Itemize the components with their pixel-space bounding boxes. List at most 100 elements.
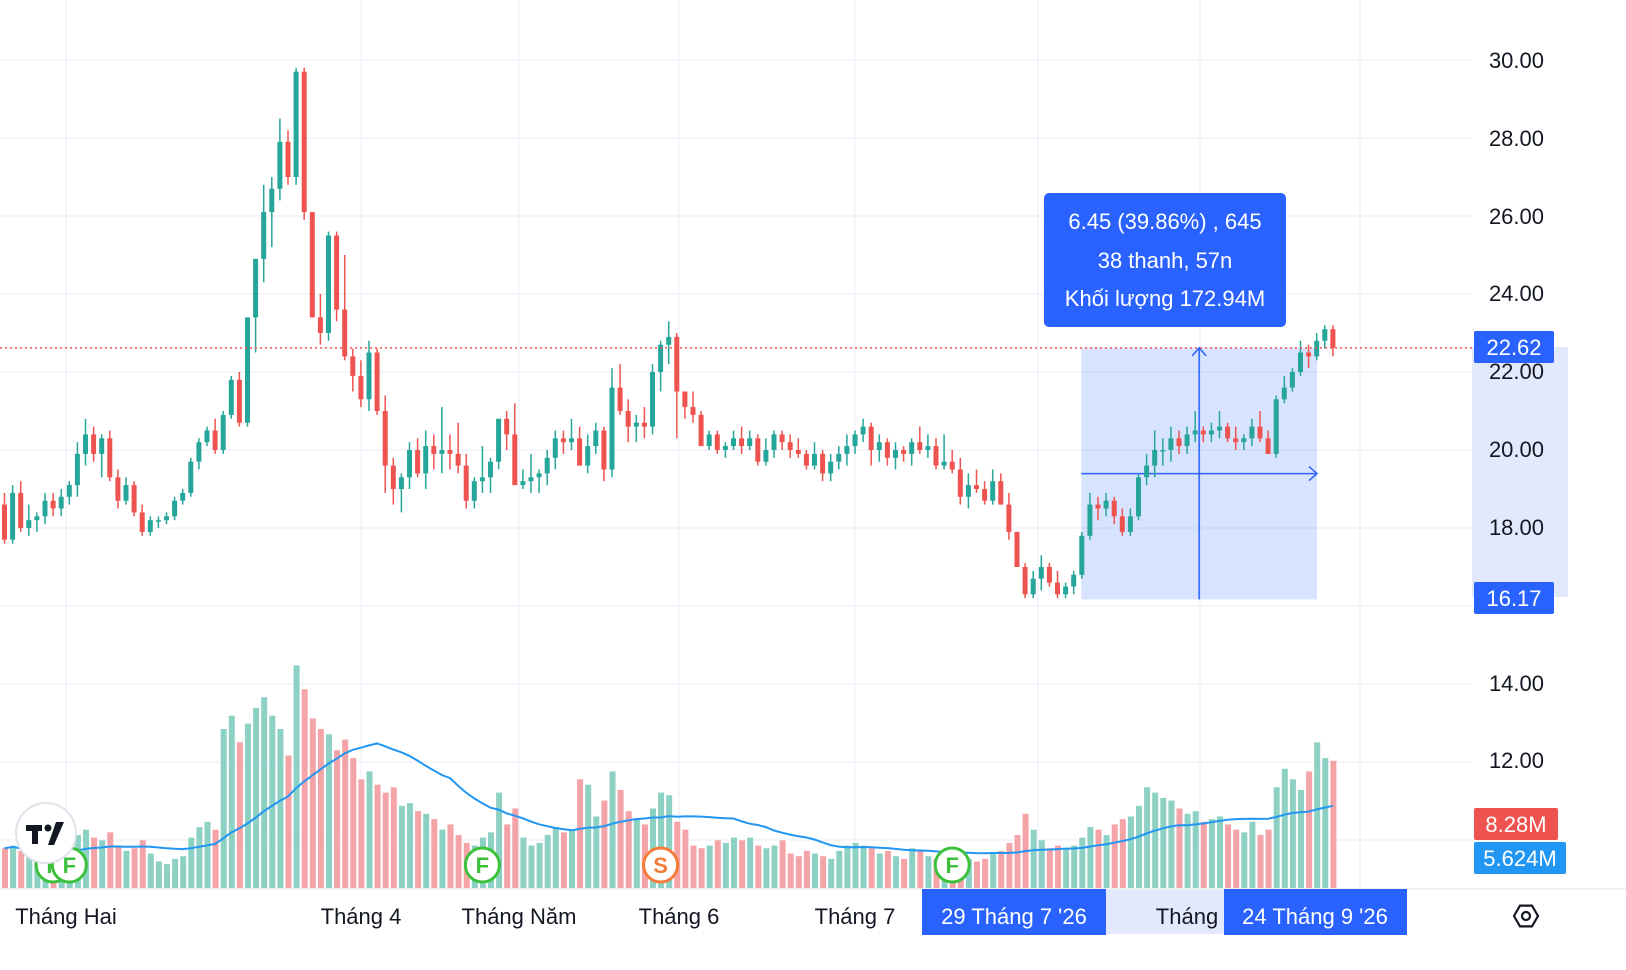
candle-body — [488, 461, 493, 478]
price-tick: 12.00 — [1489, 748, 1544, 773]
candle-body — [1330, 329, 1336, 348]
candle-body — [876, 442, 882, 450]
volume-bar — [1087, 827, 1094, 888]
volume-bar — [925, 856, 932, 888]
financials-event-marker[interactable]: F — [933, 846, 971, 884]
event-marker-circle — [463, 846, 501, 884]
candle-body — [1127, 516, 1133, 532]
volume-bar — [253, 707, 260, 888]
volume-bar — [115, 845, 122, 888]
candle-body — [350, 356, 356, 376]
candle-body — [1225, 426, 1231, 439]
volume-bar — [795, 856, 802, 888]
candle-body — [893, 450, 898, 458]
candle-body — [698, 414, 704, 447]
volume-bar — [1055, 845, 1061, 888]
measure-info-bubble: 6.45 (39.86%) , 645 38 thanh, 57n Khối l… — [1044, 193, 1286, 327]
candle-body — [1055, 582, 1060, 595]
volume-bar — [26, 856, 33, 888]
measure-arrow-head-right — [1308, 466, 1319, 482]
volume-bar — [560, 832, 567, 888]
candle-body — [155, 520, 161, 522]
volume-bar — [812, 853, 818, 888]
tradingview-logo-icon[interactable] — [15, 802, 77, 864]
volume-bar — [893, 856, 899, 888]
volume-bar — [1046, 848, 1053, 888]
volume-bar — [196, 827, 203, 888]
volume-bar — [763, 848, 770, 888]
candle-body — [1273, 399, 1279, 454]
volume-bar — [544, 835, 551, 888]
candle-body — [674, 336, 680, 392]
candle-body — [504, 418, 510, 435]
volume-bar — [1168, 800, 1175, 888]
candle-body — [326, 235, 331, 333]
candle-body — [812, 453, 817, 466]
candle-body — [1022, 567, 1028, 595]
volume-bar — [844, 845, 851, 888]
volume-bar — [415, 811, 422, 888]
volume-bar — [317, 729, 324, 888]
volume-bar — [731, 837, 737, 888]
event-marker-letter: F — [945, 853, 958, 878]
candle-body — [1103, 500, 1109, 509]
volume-bar — [1257, 835, 1264, 888]
candle-body — [1249, 426, 1255, 439]
time-axis[interactable]: Tháng Hai Tháng 4 Tháng Năm Tháng 6 Thán… — [0, 888, 1626, 935]
candle-body — [1095, 504, 1101, 509]
candle-body — [957, 469, 963, 497]
candle-body — [342, 309, 348, 357]
candle-body — [439, 450, 445, 454]
candle-body — [423, 446, 429, 474]
volume-bar — [1119, 819, 1126, 888]
candle-body — [577, 438, 583, 466]
candle-body — [755, 438, 761, 462]
candle-body — [164, 516, 169, 521]
volume-bar — [1095, 829, 1102, 888]
candle-body — [1241, 438, 1247, 443]
volume-bar — [1144, 787, 1151, 888]
volume-moving-average-line — [4, 742, 1334, 855]
volume-bar — [1071, 845, 1078, 888]
volume-bar — [366, 771, 373, 888]
time-label: Tháng Năm — [462, 904, 577, 929]
candle-body — [722, 446, 728, 450]
volume-bar — [301, 689, 308, 888]
candle-body — [520, 481, 526, 486]
volume-bar — [1200, 821, 1207, 888]
candle-body — [747, 438, 753, 447]
candle-body — [884, 442, 890, 458]
price-axis[interactable]: 30.00 28.00 26.00 24.00 22.00 20.00 18.0… — [1472, 0, 1626, 892]
volume-bar — [228, 715, 235, 888]
candle-body — [1192, 430, 1198, 435]
candle-body — [836, 453, 842, 462]
volume-bar — [868, 848, 875, 888]
last-price-label-bg — [1474, 331, 1554, 363]
candle-body — [512, 434, 518, 486]
candle-body — [1071, 574, 1077, 587]
volume-bar — [285, 755, 292, 888]
volume-bar — [536, 842, 543, 888]
financials-event-marker[interactable]: F — [463, 846, 501, 884]
candle-body — [463, 465, 469, 501]
candle-body — [633, 422, 639, 427]
candle-body — [739, 438, 745, 447]
candle-body — [455, 453, 461, 466]
candle-body — [1298, 352, 1303, 372]
candle-body — [609, 387, 615, 470]
candle-body — [50, 500, 56, 509]
volume-bar — [212, 829, 219, 888]
volume-bar — [1030, 829, 1037, 888]
candle-body — [293, 71, 299, 177]
split-event-marker[interactable]: S — [642, 846, 680, 884]
last-price-label: 22.62 — [1486, 335, 1541, 360]
candle-body — [1030, 578, 1036, 595]
candle-body — [261, 212, 267, 259]
volume-bar — [188, 837, 195, 888]
gear-settings-icon[interactable] — [1512, 904, 1540, 928]
candle-body — [18, 492, 24, 528]
candle-body — [974, 485, 979, 489]
candle-body — [1233, 438, 1239, 443]
candle-body — [2, 504, 7, 540]
